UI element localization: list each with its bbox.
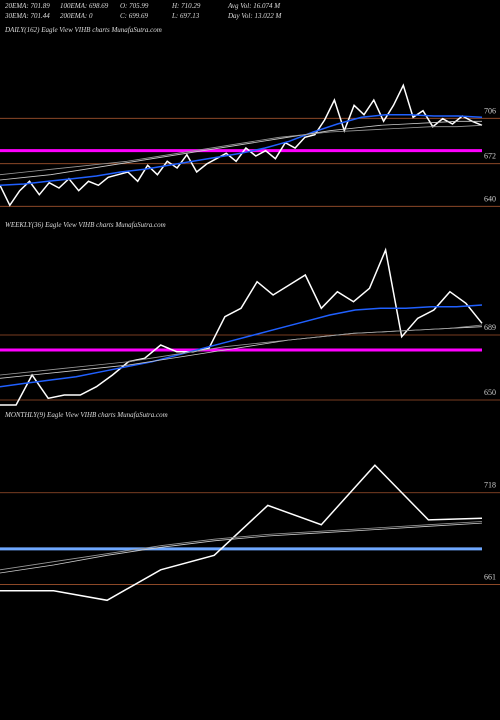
header-stat: O: 705.99 xyxy=(120,2,149,10)
y-tick-label: 706 xyxy=(484,106,496,115)
y-tick-label: 650 xyxy=(484,388,496,397)
y-tick-label: 689 xyxy=(484,323,496,332)
header-stat: Day Vol: 13.022 M xyxy=(227,12,282,20)
header-stat: H: 710.29 xyxy=(171,2,201,10)
header-stat: C: 699.69 xyxy=(120,12,149,20)
header-stat: 100EMA: 698.69 xyxy=(60,2,109,10)
header-stat: L: 697.13 xyxy=(171,12,200,20)
series-line xyxy=(0,326,483,379)
series-line xyxy=(0,120,482,181)
panel-title: DAILY(162) Eagle View VIHB charts Munafa… xyxy=(4,26,162,34)
panel-title: WEEKLY(36) Eagle View VIHB charts Munafa… xyxy=(5,221,166,229)
y-tick-label: 672 xyxy=(484,152,496,161)
y-tick-label: 640 xyxy=(484,194,496,203)
header-stat: 30EMA: 701.44 xyxy=(4,12,50,20)
series-line xyxy=(0,324,483,376)
series-line xyxy=(0,124,483,176)
panel-title: MONTHLY(9) Eagle View VIHB charts Munafa… xyxy=(4,411,168,419)
series-line xyxy=(0,83,483,207)
y-tick-label: 718 xyxy=(484,481,496,490)
header-stat: 20EMA: 701.89 xyxy=(5,2,50,10)
series-line xyxy=(0,464,483,602)
series-line xyxy=(0,521,483,571)
series-line xyxy=(0,522,483,574)
series-line xyxy=(0,113,483,187)
header-stat: 200EMA: 0 xyxy=(60,12,93,20)
header-stat: Avg Vol: 16.074 M xyxy=(227,2,281,10)
series-line xyxy=(0,247,483,406)
series-line xyxy=(0,304,483,388)
y-tick-label: 661 xyxy=(484,572,496,581)
